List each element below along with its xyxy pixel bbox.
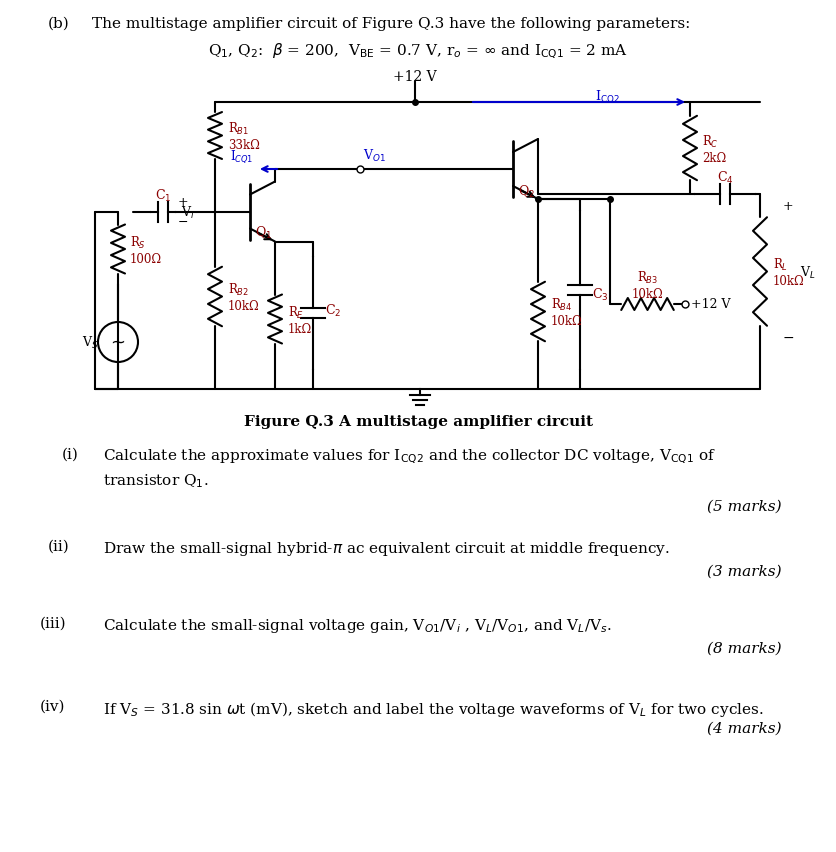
Text: (iv): (iv) xyxy=(40,699,65,713)
Text: Figure Q.3 A multistage amplifier circuit: Figure Q.3 A multistage amplifier circui… xyxy=(243,415,593,429)
Text: ~: ~ xyxy=(110,334,125,352)
Text: −: − xyxy=(782,331,794,344)
Text: C$_3$: C$_3$ xyxy=(592,286,609,302)
Text: +12 V: +12 V xyxy=(691,298,731,311)
Text: (3 marks): (3 marks) xyxy=(707,564,782,579)
Text: (i): (i) xyxy=(62,447,79,462)
Text: Q$_1$, Q$_2$:  $\beta$ = 200,  V$_{\rm BE}$ = 0.7 V, r$_o$ = $\infty$ and I$_{\r: Q$_1$, Q$_2$: $\beta$ = 200, V$_{\rm BE}… xyxy=(208,42,628,61)
Text: I$_{\rm CQ2}$: I$_{\rm CQ2}$ xyxy=(595,88,619,105)
Text: C$_1$: C$_1$ xyxy=(155,187,171,204)
Text: Q$_1$: Q$_1$ xyxy=(255,224,272,240)
Text: (iii): (iii) xyxy=(40,616,67,630)
Text: (b): (b) xyxy=(48,17,69,31)
Text: (8 marks): (8 marks) xyxy=(707,642,782,655)
Text: If V$_S$ = 31.8 sin $\omega$t (mV), sketch and label the voltage waveforms of V$: If V$_S$ = 31.8 sin $\omega$t (mV), sket… xyxy=(103,699,764,718)
Text: +: + xyxy=(782,200,793,213)
Text: R$_{B3}$
10kΩ: R$_{B3}$ 10kΩ xyxy=(632,269,664,300)
Text: R$_E$
1kΩ: R$_E$ 1kΩ xyxy=(288,304,313,335)
Text: Draw the small-signal hybrid-$\pi$ ac equivalent circuit at middle frequency.: Draw the small-signal hybrid-$\pi$ ac eq… xyxy=(103,539,670,557)
Text: Calculate the small-signal voltage gain, V$_{O1}$/V$_i$ , V$_L$/V$_{O1}$, and V$: Calculate the small-signal voltage gain,… xyxy=(103,616,612,634)
Text: C$_2$: C$_2$ xyxy=(325,302,341,319)
Text: V$_{O1}$: V$_{O1}$ xyxy=(363,147,386,164)
Text: I$_{CQ1}$: I$_{CQ1}$ xyxy=(230,148,253,165)
Text: R$_L$
10kΩ: R$_L$ 10kΩ xyxy=(773,256,805,288)
Text: −: − xyxy=(178,216,188,228)
Text: R$_{B4}$
10kΩ: R$_{B4}$ 10kΩ xyxy=(551,296,583,328)
Text: V$_i$: V$_i$ xyxy=(181,204,195,221)
Text: The multistage amplifier circuit of Figure Q.3 have the following parameters:: The multistage amplifier circuit of Figu… xyxy=(92,17,691,31)
Text: (5 marks): (5 marks) xyxy=(707,499,782,514)
Text: V$_L$: V$_L$ xyxy=(800,264,816,280)
Text: R$_C$
2kΩ: R$_C$ 2kΩ xyxy=(702,133,726,164)
Text: (ii): (ii) xyxy=(48,539,69,553)
Text: Calculate the approximate values for I$_{\rm CQ2}$ and the collector DC voltage,: Calculate the approximate values for I$_… xyxy=(103,447,716,466)
Text: (4 marks): (4 marks) xyxy=(707,721,782,735)
Text: +: + xyxy=(178,196,188,209)
Text: +12 V: +12 V xyxy=(393,70,437,83)
Text: R$_{B1}$
33kΩ: R$_{B1}$ 33kΩ xyxy=(228,121,260,152)
Text: Q$_2$: Q$_2$ xyxy=(518,184,535,200)
Text: R$_{B2}$
10kΩ: R$_{B2}$ 10kΩ xyxy=(228,282,260,313)
Text: transistor Q$_1$.: transistor Q$_1$. xyxy=(103,471,209,489)
Text: C$_4$: C$_4$ xyxy=(716,170,733,186)
Text: R$_S$
100Ω: R$_S$ 100Ω xyxy=(130,234,162,265)
Text: V$_S$: V$_S$ xyxy=(82,335,99,351)
